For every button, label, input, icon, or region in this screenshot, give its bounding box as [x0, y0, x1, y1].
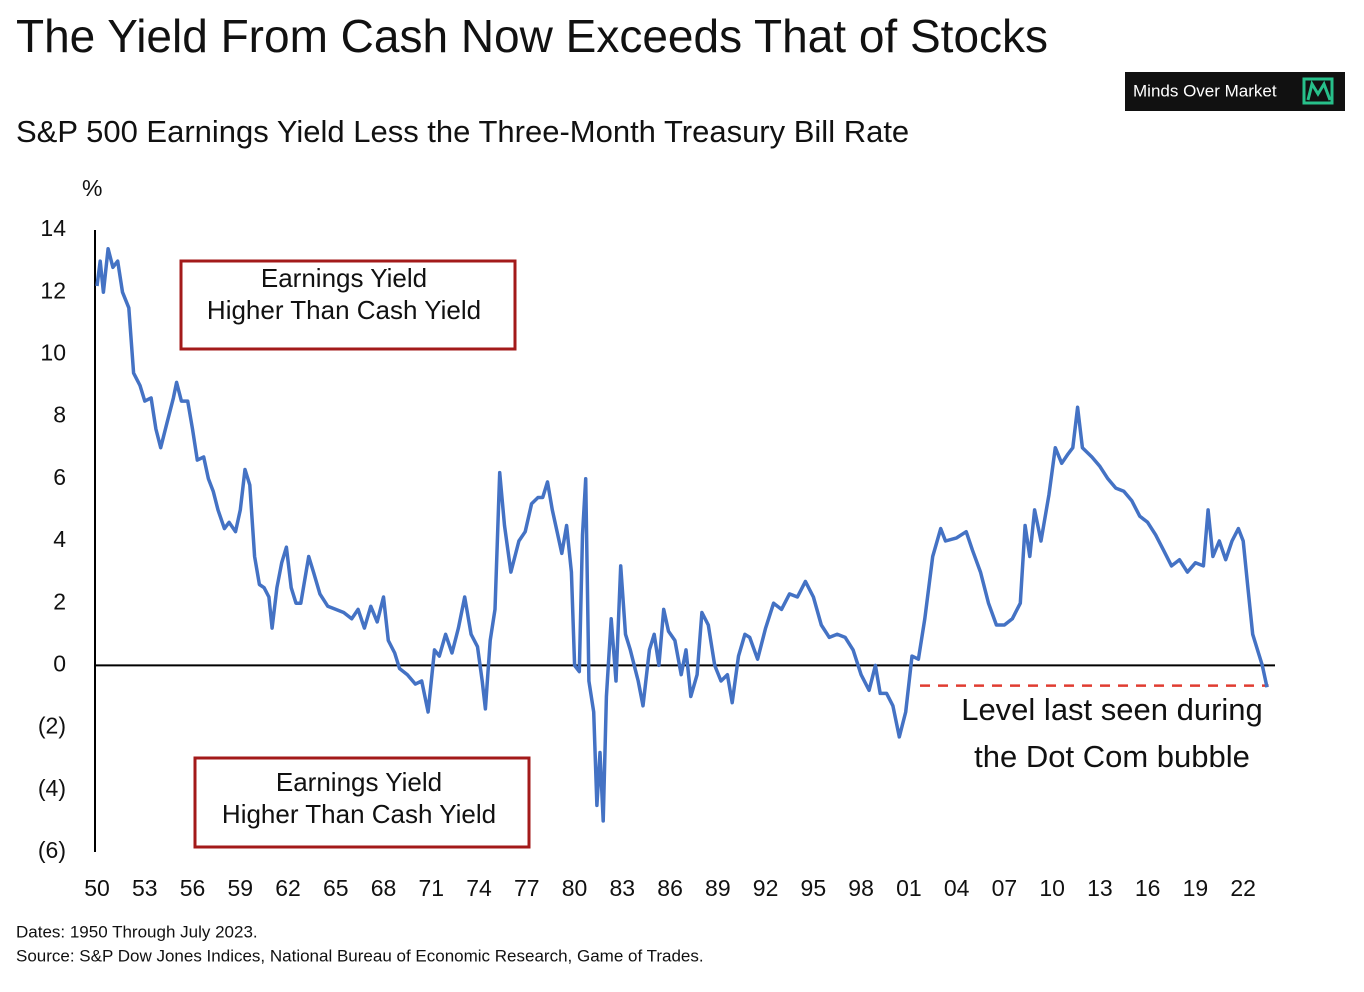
- x-tick-label: 19: [1183, 875, 1209, 901]
- x-tick-label: 98: [848, 875, 874, 901]
- x-tick-label: 80: [562, 875, 588, 901]
- y-tick-label: 10: [40, 339, 66, 365]
- x-tick-label: 92: [753, 875, 779, 901]
- x-tick-label: 89: [705, 875, 731, 901]
- y-tick-label: 2: [53, 588, 66, 614]
- annotation-text: Higher Than Cash Yield: [222, 799, 496, 829]
- x-tick-label: 16: [1135, 875, 1161, 901]
- x-tick-label: 65: [323, 875, 349, 901]
- annotation-text: the Dot Com bubble: [974, 739, 1250, 774]
- x-tick-label: 10: [1039, 875, 1065, 901]
- y-tick-label: 4: [53, 526, 66, 552]
- footnote: Dates: 1950 Through July 2023.: [16, 922, 258, 941]
- annotation-box: [193, 756, 531, 849]
- x-tick-label: 53: [132, 875, 158, 901]
- x-tick-label: 68: [371, 875, 397, 901]
- x-tick-label: 59: [227, 875, 253, 901]
- y-tick-label: 14: [40, 215, 66, 241]
- x-tick-label: 71: [419, 875, 445, 901]
- y-tick-label: 6: [53, 464, 66, 490]
- annotation-text: Level last seen during: [961, 692, 1263, 727]
- x-tick-label: 62: [275, 875, 301, 901]
- footnote: Source: S&P Dow Jones Indices, National …: [16, 946, 704, 965]
- x-tick-label: 83: [610, 875, 636, 901]
- y-tick-label: 0: [53, 650, 66, 676]
- y-tick-label: (4): [38, 775, 66, 801]
- x-tick-label: 04: [944, 875, 970, 901]
- x-tick-label: 95: [801, 875, 827, 901]
- chart-title: The Yield From Cash Now Exceeds That of …: [16, 10, 1048, 62]
- x-tick-label: 01: [896, 875, 922, 901]
- y-tick-label: (6): [38, 837, 66, 863]
- annotation-text: Earnings Yield: [261, 263, 427, 293]
- brand-icon: [1302, 77, 1334, 105]
- x-tick-label: 77: [514, 875, 540, 901]
- x-tick-label: 07: [992, 875, 1018, 901]
- annotation-box: [179, 259, 517, 351]
- annotation-text: Earnings Yield: [276, 767, 442, 797]
- chart-subtitle: S&P 500 Earnings Yield Less the Three-Mo…: [16, 114, 909, 149]
- x-tick-label: 74: [466, 875, 492, 901]
- y-axis-label: %: [82, 175, 102, 201]
- y-tick-label: 8: [53, 402, 66, 428]
- x-tick-label: 13: [1087, 875, 1113, 901]
- x-tick-label: 56: [180, 875, 206, 901]
- annotation-text: Higher Than Cash Yield: [207, 295, 481, 325]
- brand-text: Minds Over Market: [1133, 81, 1277, 100]
- x-tick-label: 22: [1230, 875, 1256, 901]
- y-tick-label: 12: [40, 277, 66, 303]
- x-tick-label: 50: [84, 875, 110, 901]
- brand-icon-mark: [1306, 80, 1332, 101]
- y-tick-label: (2): [38, 713, 66, 739]
- data-line: [95, 246, 1269, 823]
- x-tick-label: 86: [657, 875, 683, 901]
